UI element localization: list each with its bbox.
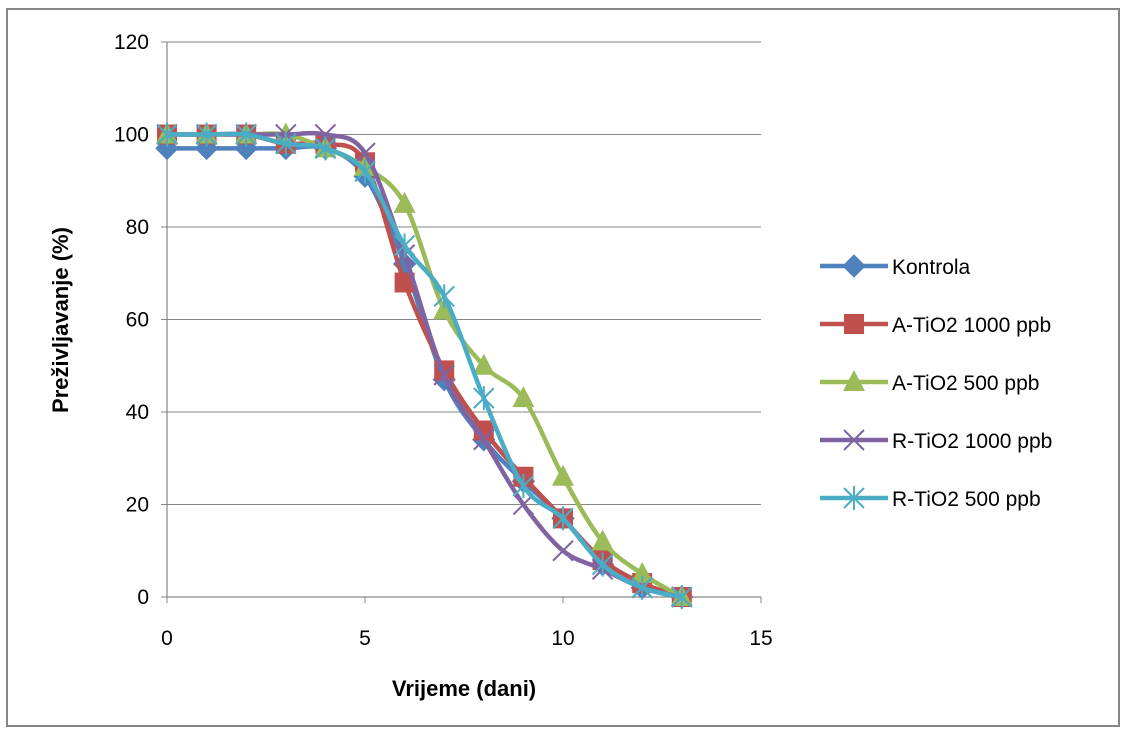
series-group — [155, 122, 694, 609]
data-point — [156, 122, 178, 147]
series-line — [167, 131, 683, 600]
legend-item: A-TiO2 500 ppb — [820, 370, 1039, 395]
gridlines — [167, 41, 761, 505]
data-point — [433, 364, 455, 386]
legend-label: R-TiO2 500 ppb — [892, 488, 1041, 511]
data-point — [631, 575, 653, 600]
y-tick-label: 120 — [114, 31, 149, 54]
data-point — [591, 552, 614, 577]
x-tick-label: 10 — [551, 627, 574, 650]
y-tick-label: 40 — [126, 401, 149, 424]
data-point — [354, 142, 376, 164]
legend-item: R-TiO2 500 ppb — [820, 486, 1041, 511]
legend-label: R-TiO2 1000 ppb — [892, 430, 1052, 453]
data-point — [552, 464, 574, 486]
legend-item: A-TiO2 1000 ppb — [820, 314, 1051, 337]
data-point — [512, 493, 535, 516]
axes: 0 20 40 60 80 100 120 0 5 10 15 — [114, 31, 773, 650]
series-line — [166, 144, 683, 600]
series-r-tio2-1000-ppb — [156, 123, 693, 608]
y-tick-label: 20 — [126, 494, 149, 517]
series-a-tio2-1000-ppb — [157, 124, 692, 607]
series-a-tio2-500-ppb — [156, 122, 693, 606]
x-tick-label: 15 — [749, 627, 772, 650]
data-point — [552, 540, 574, 562]
data-point — [314, 136, 337, 161]
data-point — [393, 191, 416, 213]
legend-item: R-TiO2 1000 ppb — [820, 429, 1052, 453]
data-point — [473, 386, 495, 411]
data-point — [433, 284, 455, 309]
series-line — [167, 130, 683, 600]
x-axis-title: Vrijeme (dani) — [392, 676, 536, 701]
legend: Kontrola A-TiO2 1000 ppb A-TiO2 500 ppb R-T… — [820, 254, 1052, 511]
legend-label: A-TiO2 500 ppb — [892, 372, 1039, 395]
data-point — [512, 386, 535, 408]
y-tick-label: 80 — [126, 216, 149, 239]
legend-label: A-TiO2 1000 ppb — [892, 314, 1051, 337]
legend-item: Kontrola — [820, 254, 971, 279]
x-tick-label: 0 — [161, 627, 173, 650]
data-point — [195, 122, 218, 147]
data-point — [472, 353, 495, 375]
series-line — [167, 131, 683, 600]
data-point — [235, 122, 257, 147]
legend-marker — [843, 370, 865, 391]
y-tick-label: 0 — [137, 586, 149, 609]
data-point — [393, 233, 416, 258]
data-point — [394, 272, 415, 293]
data-point — [275, 131, 297, 156]
data-point — [512, 474, 535, 498]
legend-label: Kontrola — [892, 256, 971, 279]
legend-marker — [843, 429, 865, 451]
legend-marker — [844, 314, 864, 334]
data-point — [631, 561, 654, 583]
series-line — [167, 131, 683, 599]
data-point — [552, 506, 574, 531]
y-axis-title: Preživljavanje (%) — [48, 227, 73, 413]
data-point — [671, 585, 693, 609]
y-tick-label: 100 — [114, 124, 149, 147]
x-tick-label: 5 — [359, 627, 371, 650]
series-kontrola — [155, 136, 694, 609]
data-point — [473, 429, 495, 451]
data-point — [591, 529, 614, 551]
chart-frame — [6, 8, 1120, 727]
y-tick-label: 60 — [126, 309, 149, 332]
data-point — [354, 159, 376, 184]
series-r-tio2-500-ppb — [156, 122, 693, 609]
legend-marker — [842, 254, 866, 278]
legend-marker — [843, 486, 865, 510]
